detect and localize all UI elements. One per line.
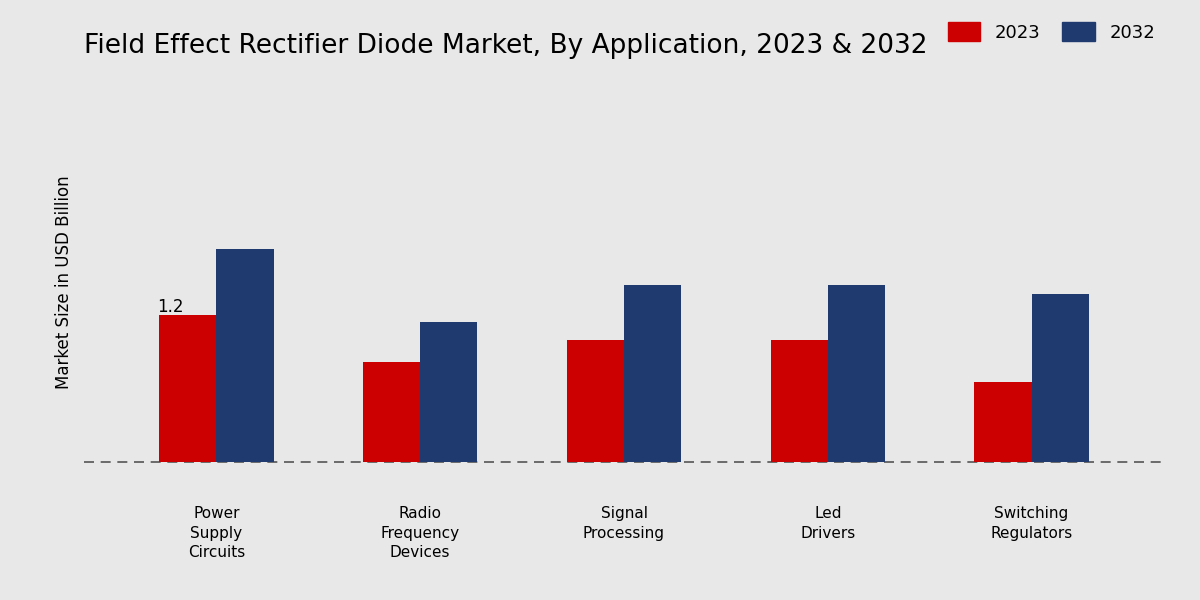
Bar	[770, 340, 828, 461]
Bar	[1032, 293, 1088, 461]
Text: Field Effect Rectifier Diode Market, By Application, 2023 & 2032: Field Effect Rectifier Diode Market, By …	[84, 32, 928, 59]
Bar	[566, 340, 624, 461]
Bar	[974, 382, 1032, 461]
Bar	[216, 248, 274, 461]
Legend: 2023, 2032: 2023, 2032	[948, 22, 1154, 41]
Bar	[160, 316, 216, 461]
Y-axis label: Market Size in USD Billion: Market Size in USD Billion	[55, 175, 73, 389]
Bar	[624, 285, 682, 461]
Bar	[364, 362, 420, 461]
Bar	[828, 285, 884, 461]
Bar	[420, 322, 478, 461]
Text: 1.2: 1.2	[157, 298, 184, 316]
